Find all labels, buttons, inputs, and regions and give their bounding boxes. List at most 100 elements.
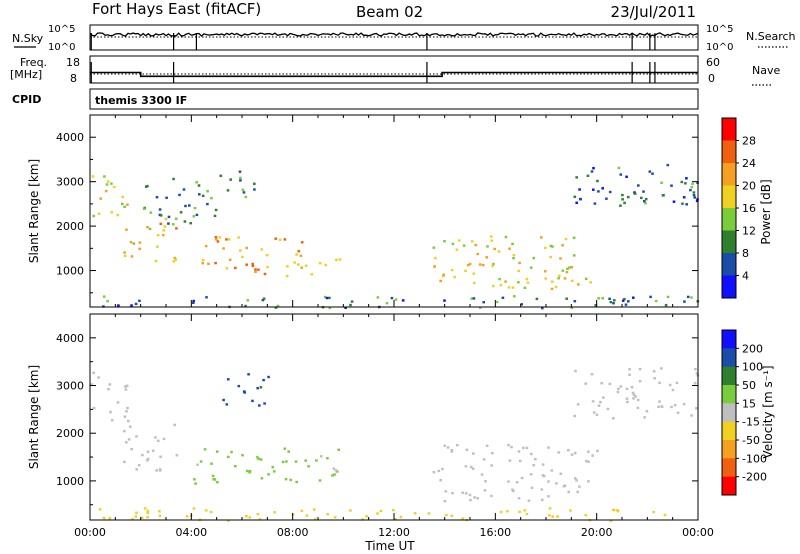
velocity-echo-cell <box>258 404 261 407</box>
velocity-echo-cell <box>547 495 550 498</box>
velocity-echo-cell <box>668 383 672 387</box>
power-colorbar-tick-label: 20 <box>742 180 756 193</box>
velocity-echo-cell <box>690 414 693 417</box>
velocity-echo-cell <box>333 473 336 476</box>
velocity-echo-cell <box>464 465 468 468</box>
velocity-echo-cell <box>242 390 246 393</box>
velocity-echo-cell <box>606 407 610 411</box>
power-echo-cell <box>561 269 565 272</box>
power-colorbar-tick-label: 16 <box>742 202 756 215</box>
velocity-echo-cell <box>123 460 126 464</box>
power-echo-cell <box>590 170 594 173</box>
power-echo-cell <box>551 280 554 283</box>
velocity-echo-cell <box>248 470 252 473</box>
velocity-echo-cell <box>365 515 368 518</box>
velocity-echo-cell <box>146 516 149 519</box>
velocity-echo-cell <box>557 451 561 454</box>
power-echo-cell <box>254 268 257 271</box>
velocity-echo-cell <box>652 370 656 373</box>
velocity-echo-cell <box>596 449 599 453</box>
velocity-colorbar-segment <box>722 440 736 459</box>
power-echo-cell <box>335 258 338 261</box>
power-echo-cell <box>443 240 446 243</box>
velocity-echo-cell <box>628 368 631 371</box>
velocity-echo-cell <box>158 514 162 517</box>
velocity-echo-cell <box>248 516 252 519</box>
velocity-echo-cell <box>446 446 450 449</box>
power-echo-cell <box>123 254 127 257</box>
frequency-series <box>90 62 698 83</box>
power-echo-cell <box>251 262 254 266</box>
velocity-echo-cell <box>695 407 698 410</box>
power-echo-cell <box>660 181 663 184</box>
cpid-label: CPID <box>12 93 41 106</box>
power-echo-cell <box>512 254 516 257</box>
power-colorbar-tick-label: 12 <box>742 225 756 238</box>
power-echo-cell <box>504 280 507 283</box>
power-echo-cell <box>349 303 352 307</box>
velocity-echo-cell <box>450 514 454 517</box>
velocity-echo-cell <box>626 400 629 404</box>
power-echo-cell <box>619 173 623 176</box>
velocity-colorbar-segment <box>722 385 736 404</box>
power-colorbar-tick-label: 24 <box>742 157 756 170</box>
velocity-echo-cell <box>456 444 459 447</box>
velocity-echo-cell <box>271 465 275 469</box>
power-echo-cell <box>572 236 576 239</box>
power-echo-cell <box>338 258 342 261</box>
power-echo-cell <box>193 206 197 210</box>
power-echo-cell <box>557 277 560 280</box>
velocity-echo-cell <box>211 474 215 478</box>
power-colorbar-segment <box>722 230 736 254</box>
velocity-echo-cell <box>500 510 503 514</box>
power-echo-cell <box>385 302 389 305</box>
velocity-colorbar-segment <box>722 348 736 368</box>
power-echo-cell <box>394 298 398 301</box>
power-echo-cell <box>134 302 138 306</box>
power-echo-cell <box>172 260 176 263</box>
power-echo-cell <box>597 190 600 193</box>
power-echo-cell <box>274 306 278 309</box>
velocity-echo-cell <box>124 385 127 388</box>
power-echo-cell <box>507 286 511 289</box>
velocity-echo-cell <box>483 489 487 492</box>
velocity-echo-cell <box>634 395 637 398</box>
power-echo-cell <box>328 296 331 300</box>
velocity-echo-cell <box>591 454 594 457</box>
power-echo-cell <box>132 242 136 245</box>
power-echo-cell <box>432 246 436 249</box>
power-echo-cell <box>206 190 209 193</box>
power-echo-cell <box>565 270 569 274</box>
power-y-axis: 1000 2000 3000 4000 <box>56 131 698 294</box>
power-echo-cell <box>621 299 625 302</box>
power-echo-cell <box>492 262 495 266</box>
velocity-echo-cell <box>215 450 219 453</box>
velocity-echo-cell <box>525 512 529 516</box>
velocity-echo-cell <box>540 498 544 502</box>
power-echo-cell <box>103 175 106 178</box>
power-echo-cell <box>262 297 266 300</box>
velocity-echo-cell <box>472 452 475 455</box>
power-echo-cell <box>681 202 684 205</box>
velocity-echo-cell <box>260 477 264 480</box>
power-echo-cell <box>350 300 354 303</box>
power-echo-cell <box>617 166 621 170</box>
power-echo-cell <box>563 277 567 280</box>
power-echo-cell <box>110 182 113 185</box>
power-echo-cell <box>511 242 514 246</box>
velocity-x-axis: 00:00 04:00 08:00 12:00 16:00 20:00 00:00 <box>74 314 714 539</box>
power-echo-cell <box>470 240 474 243</box>
velocity-echo-cell <box>332 467 336 470</box>
cpid-strip: CPID themis 3300 IF <box>12 88 699 110</box>
date-title: 23/Jul/2011 <box>611 3 696 21</box>
velocity-echo-cell <box>245 469 249 473</box>
velocity-echo-cell <box>124 388 128 391</box>
velocity-echo-cell <box>652 510 655 514</box>
velocity-echo-cell <box>127 438 131 441</box>
velocity-echo-cell <box>587 480 590 483</box>
power-echo-cell <box>154 259 158 263</box>
velocity-echo-cell <box>294 460 298 463</box>
velocity-echo-cell <box>196 463 199 466</box>
power-echo-cell <box>163 225 167 228</box>
power-echo-cell <box>450 268 454 272</box>
